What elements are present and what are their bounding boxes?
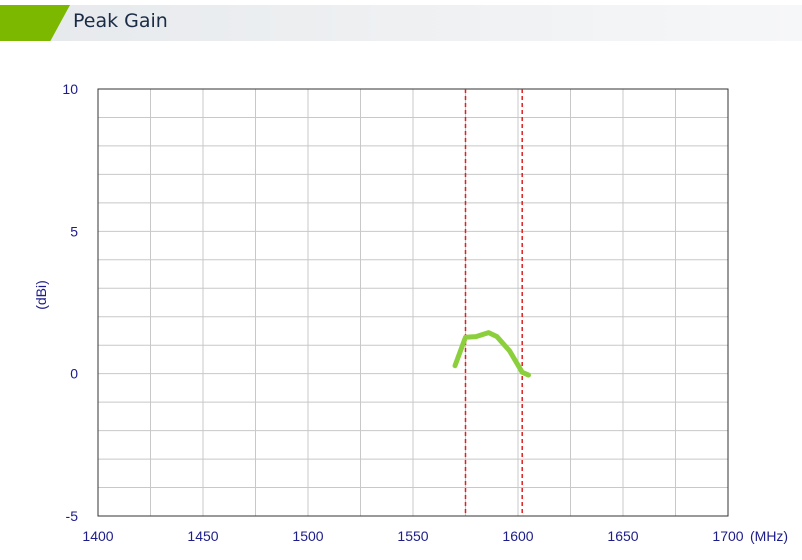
x-tick-label: 1550 [397,528,428,544]
x-tick-label: 1500 [292,528,323,544]
plot-frame [97,88,729,517]
x-tick-label: 1650 [607,528,638,544]
y-tick-label: 0 [70,366,78,382]
y-tick-label: -5 [66,508,79,524]
x-tick-label: 1700 [712,528,743,544]
page-title: Peak Gain [73,10,168,32]
x-tick-label: 1600 [502,528,533,544]
y-tick-label: 5 [70,223,78,239]
x-tick-label: 1400 [82,528,113,544]
header-bar [0,5,802,41]
y-axis-label: (dBi) [33,280,49,310]
gain-series-line [452,330,531,378]
x-axis-label: (MHz) [750,528,788,544]
x-tick-label: 1450 [187,528,218,544]
y-tick-label: 10 [62,81,78,97]
